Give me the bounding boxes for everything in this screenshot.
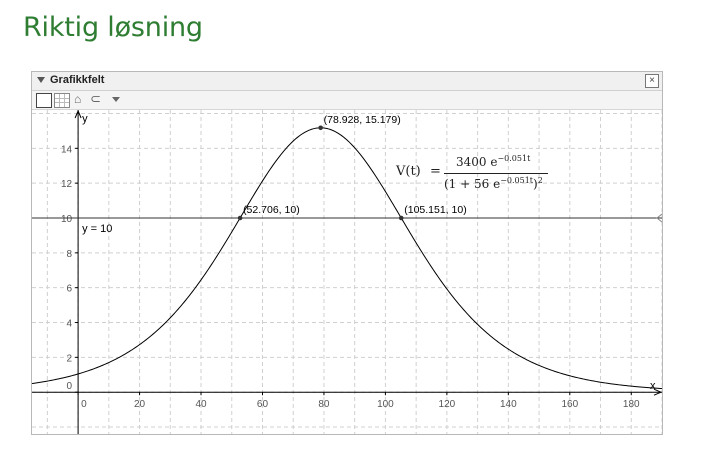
x-tick-label: 60 xyxy=(257,399,269,410)
point-label: (78.928, 15.179) xyxy=(324,114,401,126)
y-tick-label: 0 xyxy=(67,381,73,392)
grid-toggle-icon[interactable] xyxy=(54,93,70,108)
x-tick-label: 40 xyxy=(195,399,207,410)
x-tick-label: 180 xyxy=(623,399,640,410)
function-curve xyxy=(32,127,662,390)
formula-numerator: 3400 e−0.051t xyxy=(456,154,531,169)
x-tick-label: 0 xyxy=(81,399,87,410)
x-tick-label: 160 xyxy=(561,399,578,410)
y-tick-label: 12 xyxy=(61,179,73,190)
y-tick-label: 4 xyxy=(67,319,73,330)
x-axis-arrow xyxy=(653,388,662,396)
home-icon[interactable]: ⌂ xyxy=(74,92,82,106)
y-tick-label: 14 xyxy=(61,144,73,155)
panel-header: Grafikkfelt × xyxy=(32,72,662,91)
y-tick-label: 8 xyxy=(67,249,73,260)
point-label: (105.151, 10) xyxy=(404,204,466,216)
function-plot[interactable]: x y 0 20 40 60 80 100 120 140 160 180 0 2 4 6 8 10 12 14 y =… xyxy=(32,110,662,434)
formula-lhs: V(t) xyxy=(396,164,421,179)
x-tick-label: 100 xyxy=(377,399,394,410)
y-axis-arrow xyxy=(74,110,82,119)
point-marker xyxy=(398,215,404,221)
x-tick-label: 20 xyxy=(134,399,146,410)
formula-equals: = xyxy=(430,164,441,179)
y-tick-label: 10 xyxy=(61,214,73,225)
point-label: (52.706, 10) xyxy=(243,204,300,216)
formula-denominator: (1 + 56 e−0.051t)2 xyxy=(444,176,543,191)
point-marker xyxy=(237,215,243,221)
y-tick-label: 6 xyxy=(67,284,73,295)
collapse-arrow-icon[interactable] xyxy=(37,77,45,83)
x-tick-label: 140 xyxy=(500,399,517,410)
chevron-down-icon[interactable] xyxy=(112,97,120,102)
x-tick-label: 80 xyxy=(318,399,330,410)
x-tick-label: 120 xyxy=(439,399,456,410)
graphics-toolbar: ⌂ ⊂ xyxy=(32,91,662,110)
x-axis-label: x xyxy=(650,380,656,392)
page-heading: Riktig løsning xyxy=(23,12,203,43)
y-tick-label: 2 xyxy=(67,353,73,364)
fraction-bar xyxy=(444,173,548,174)
graphics-view-icon[interactable] xyxy=(36,93,52,108)
function-formula: V(t) = 3400 e−0.051t (1 + 56 e−0.051t)2 xyxy=(396,154,586,200)
line-label: y = 10 xyxy=(82,223,112,235)
line-end-marker xyxy=(656,213,662,223)
undo-icon[interactable]: ⊂ xyxy=(90,91,101,106)
graphics-panel: Grafikkfelt × ⌂ ⊂ x y 0 20 40 60 80 100 120 140 16… xyxy=(31,71,663,435)
y-axis-label: y xyxy=(82,113,88,125)
panel-title: Grafikkfelt xyxy=(50,74,105,86)
point-marker xyxy=(318,125,323,131)
close-icon[interactable]: × xyxy=(645,74,659,88)
